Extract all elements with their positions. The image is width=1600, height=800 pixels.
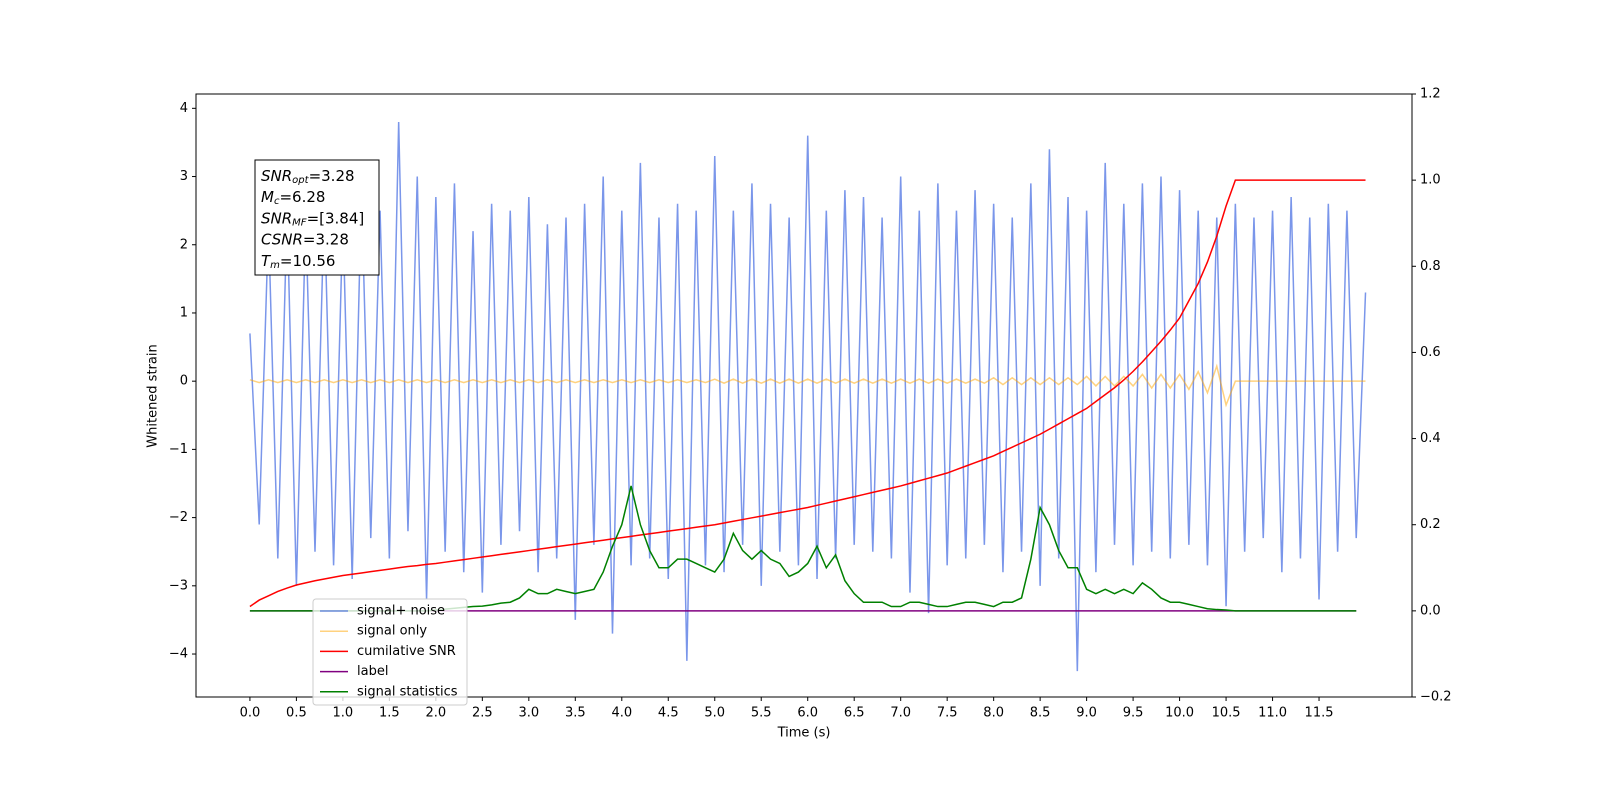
y2-tick-label: 0.0 — [1420, 603, 1441, 618]
x-tick-label: 7.5 — [937, 706, 958, 721]
y2-tick-label: 0.8 — [1420, 259, 1441, 274]
x-tick-label: 0.0 — [240, 706, 261, 721]
x-tick-label: 3.5 — [565, 706, 586, 721]
annotation-sub: c — [274, 196, 280, 207]
y-tick-label: 1 — [180, 305, 188, 320]
x-tick-label: 11.0 — [1258, 706, 1287, 721]
x-tick-label: 1.0 — [333, 706, 354, 721]
series-line — [249, 179, 1366, 608]
legend-label: label — [357, 664, 388, 679]
x-tick-label: 2.5 — [472, 706, 493, 721]
annotation: Mc=6.28 — [261, 188, 325, 208]
annotation-value: =10.56 — [280, 251, 336, 269]
x-tick-label: 11.5 — [1305, 706, 1334, 721]
legend-label: cumilative SNR — [357, 644, 456, 659]
y-tick-label: 4 — [180, 101, 188, 116]
annotation-sub: m — [270, 260, 280, 271]
x-tick-label: 0.5 — [286, 706, 307, 721]
x-tick-label: 4.0 — [611, 706, 632, 721]
annotation-value: =[3.84] — [307, 209, 365, 227]
y2-tick-label: 1.2 — [1420, 87, 1441, 102]
y-tick-label: 3 — [180, 169, 188, 184]
x-tick-label: 3.0 — [518, 706, 539, 721]
annotation-value: =6.28 — [279, 188, 325, 206]
legend: signal+ noise signal only cumilative SNR la… — [312, 598, 468, 706]
legend-label: signal+ noise — [357, 604, 445, 619]
annotation: CSNR=3.28 — [261, 230, 349, 248]
legend-label: signal only — [357, 624, 427, 639]
annotation: SNRMF=[3.84] — [261, 209, 364, 229]
x-axis-label: Time (s) — [777, 726, 831, 741]
legend-label: signal statistics — [357, 684, 458, 699]
y2-tick-label: 0.2 — [1420, 517, 1441, 532]
annotation-sub: opt — [292, 175, 309, 186]
y2-tick-label: 0.4 — [1420, 431, 1441, 446]
annotation-box: SNRopt=3.28Mc=6.28SNRMF=[3.84]CSNR=3.28T… — [254, 159, 380, 276]
y-axis-label: Whitened strain — [146, 344, 161, 447]
y-tick-label: −3 — [169, 578, 188, 593]
annotation: Tm=10.56 — [261, 251, 335, 271]
x-tick-label: 1.5 — [379, 706, 400, 721]
y-tick-label: 0 — [180, 374, 188, 389]
x-tick-label: 9.0 — [1076, 706, 1097, 721]
y-tick-label: −1 — [169, 442, 188, 457]
x-tick-label: 7.0 — [890, 706, 911, 721]
series-line — [249, 363, 1366, 408]
annotation-name: SNR — [261, 167, 292, 185]
x-tick-label: 8.5 — [1030, 706, 1051, 721]
x-tick-label: 8.0 — [983, 706, 1004, 721]
y2-tick-label: 1.0 — [1420, 173, 1441, 188]
y-tick-label: 2 — [180, 237, 188, 252]
x-tick-label: 5.5 — [751, 706, 772, 721]
annotation: SNRopt=3.28 — [261, 167, 355, 187]
annotation-value: =3.28 — [309, 167, 355, 185]
x-tick-label: 10.5 — [1212, 706, 1241, 721]
legend-frame — [312, 598, 468, 706]
annotation-name: SNR — [261, 209, 292, 227]
y-tick-label: −2 — [169, 510, 188, 525]
x-tick-label: 2.0 — [426, 706, 447, 721]
y2-tick-label: −0.2 — [1420, 690, 1452, 705]
x-tick-label: 6.0 — [797, 706, 818, 721]
x-tick-label: 6.5 — [844, 706, 865, 721]
x-tick-label: 10.0 — [1165, 706, 1194, 721]
annotation-value: =3.28 — [303, 230, 349, 248]
annotation-name: CSNR — [261, 230, 303, 248]
x-tick-label: 9.5 — [1123, 706, 1144, 721]
plot-frame — [195, 93, 1413, 698]
annotation-name: M — [261, 188, 274, 206]
annotation-sub: MF — [292, 217, 307, 228]
annotation-name: T — [261, 251, 272, 269]
annotation-frame — [254, 159, 380, 276]
y-tick-label: −4 — [169, 647, 188, 662]
x-tick-label: 5.0 — [704, 706, 725, 721]
x-tick-label: 4.5 — [658, 706, 679, 721]
series-line — [249, 121, 1367, 672]
y2-tick-label: 0.6 — [1420, 345, 1441, 360]
